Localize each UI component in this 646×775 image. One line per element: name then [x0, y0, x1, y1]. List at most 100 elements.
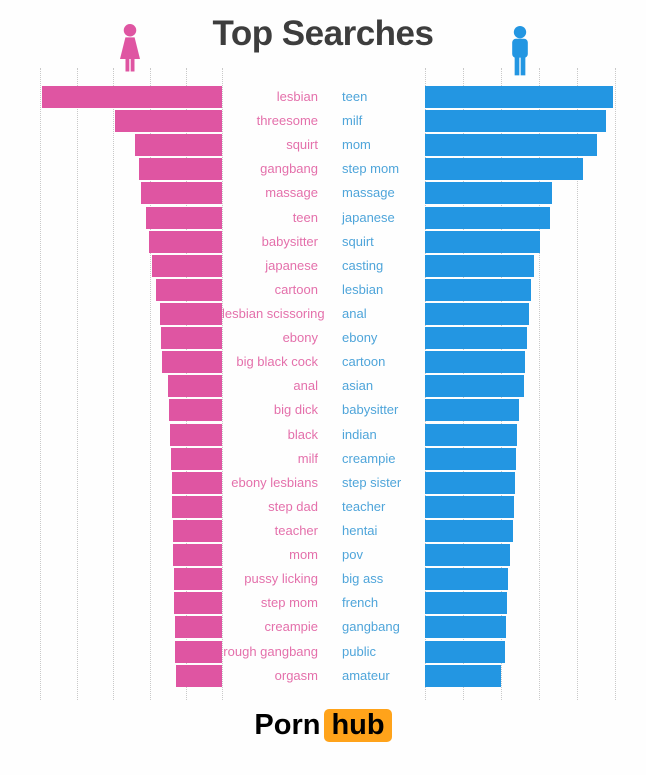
female-bar-row: [37, 615, 222, 639]
male-term-label: massage: [342, 185, 395, 201]
female-bar-row: [37, 423, 222, 447]
male-bar-indian: [425, 423, 517, 446]
female-bar-gangbang: [139, 158, 222, 181]
female-bar-black: [170, 423, 222, 446]
male-term-label: asian: [342, 378, 374, 394]
male-bar-row: [425, 230, 618, 254]
female-term-label: milf: [297, 450, 318, 466]
male-term-label: big ass: [342, 571, 384, 587]
male-bar-row: [425, 567, 618, 591]
male-bar-lesbian: [425, 278, 531, 301]
female-term-label: japanese: [265, 257, 318, 273]
male-bar-babysitter: [425, 399, 519, 422]
female-bar-row: [37, 302, 222, 326]
female-bar-japanese: [152, 254, 222, 277]
male-bar-creampie: [425, 447, 516, 470]
female-term-label: massage: [265, 185, 318, 201]
male-bar-row: [425, 157, 618, 181]
gridline: [113, 68, 114, 700]
female-term-label: threesome: [256, 113, 318, 129]
male-bar-public: [425, 640, 505, 663]
male-term-label: teacher: [342, 498, 386, 514]
male-term-label: cartoon: [342, 354, 386, 370]
female-bar-row: [37, 326, 222, 350]
female-bar-row: [37, 664, 222, 688]
female-bar-row: [37, 254, 222, 278]
male-term-label: anal: [342, 305, 367, 321]
male-bar-row: [425, 326, 618, 350]
female-term-label: ebony lesbians: [231, 474, 318, 490]
male-term-label: creampie: [342, 450, 396, 466]
female-bar-cartoon: [156, 278, 222, 301]
female-bar-step-dad: [172, 495, 222, 518]
female-bar-babysitter: [149, 230, 222, 253]
gridline: [77, 68, 78, 700]
female-bar-teen: [146, 206, 222, 229]
male-bar-french: [425, 592, 507, 615]
male-bar-row: [425, 471, 618, 495]
female-bar-ebony: [161, 327, 222, 350]
female-bar-massage: [141, 182, 222, 205]
gridline: [40, 68, 41, 700]
male-term-label: japanese: [342, 209, 395, 225]
male-bar-row: [425, 85, 618, 109]
pornhub-logo: Porn hub: [0, 709, 646, 743]
male-term-label: gangbang: [342, 619, 400, 635]
male-bar-anal: [425, 302, 529, 325]
female-bar-row: [37, 374, 222, 398]
gridline: [615, 68, 616, 700]
female-bar-teacher: [172, 519, 222, 542]
male-bar-hentai: [425, 519, 513, 542]
male-bar-cartoon: [425, 351, 525, 374]
female-bar-row: [37, 471, 222, 495]
male-bar-pov: [425, 544, 510, 567]
female-bar-row: [37, 109, 222, 133]
female-bar-creampie: [174, 616, 222, 639]
female-bar-row: [37, 640, 222, 664]
male-bar-row: [425, 302, 618, 326]
female-bar-big-black-cock: [162, 351, 222, 374]
male-bar-mom: [425, 134, 597, 157]
female-bar-row: [37, 230, 222, 254]
female-term-label: creampie: [264, 619, 318, 635]
female-bar-ebony-lesbians: [171, 471, 222, 494]
logo-porn-text: Porn: [254, 709, 321, 741]
male-bar-row: [425, 398, 618, 422]
page-title: Top Searches: [212, 14, 434, 53]
male-bar-row: [425, 181, 618, 205]
female-bar-row: [37, 495, 222, 519]
male-bar-asian: [425, 375, 524, 398]
female-term-label: lesbian: [276, 89, 318, 104]
male-bar-japanese: [425, 206, 550, 229]
female-bar-row: [37, 543, 222, 567]
male-bar-squirt: [425, 230, 540, 253]
male-term-label: milf: [342, 113, 363, 129]
gridline: [577, 68, 578, 700]
male-term-label: squirt: [342, 233, 374, 249]
male-term-label: hentai: [342, 522, 378, 538]
male-bars: [425, 85, 618, 688]
female-bar-row: [37, 157, 222, 181]
male-bar-row: [425, 206, 618, 230]
male-bar-casting: [425, 254, 534, 277]
male-bar-row: [425, 133, 618, 157]
female-term-label: gangbang: [260, 161, 318, 177]
female-bar-row: [37, 519, 222, 543]
logo-hub-badge: hub: [324, 709, 392, 743]
male-bar-row: [425, 664, 618, 688]
male-bar-row: [425, 495, 618, 519]
male-term-label: teen: [342, 89, 368, 104]
woman-icon: [111, 24, 149, 79]
male-bar-row: [425, 350, 618, 374]
male-bar-gangbang: [425, 616, 506, 639]
man-icon: [504, 26, 536, 82]
female-bar-lesbian-scissoring: [160, 302, 222, 325]
female-bar-row: [37, 85, 222, 109]
female-bar-big-dick: [169, 399, 222, 422]
male-term-label: amateur: [342, 667, 390, 683]
male-bar-row: [425, 519, 618, 543]
female-bar-orgasm: [176, 664, 222, 687]
male-term-label: lesbian: [342, 281, 384, 297]
female-bar-step-mom: [174, 592, 222, 615]
